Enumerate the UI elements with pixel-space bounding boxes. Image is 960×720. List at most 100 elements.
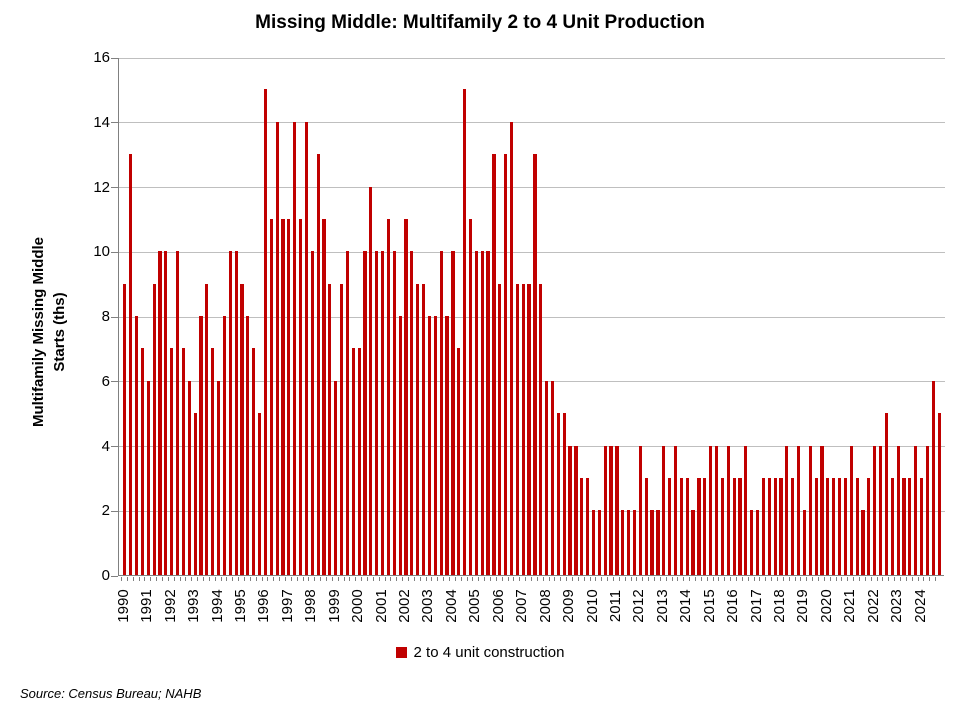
x-tick-mark [876, 577, 878, 581]
bar-2018Q2 [785, 445, 789, 575]
bar-2024Q2 [925, 445, 929, 575]
y-tick-mark-12 [111, 187, 118, 188]
gridline-y-12 [119, 187, 945, 188]
bar-2007Q4 [539, 283, 543, 575]
x-tick-mark [489, 577, 491, 581]
x-tick-mark [923, 577, 925, 581]
bar-2022Q4 [890, 477, 894, 575]
x-tick-mark [472, 577, 474, 581]
bar-2024Q4 [937, 413, 941, 575]
bar-1999Q4 [351, 348, 355, 575]
x-tick-label-2022: 2022 [864, 589, 882, 623]
bar-2010Q2 [597, 510, 601, 575]
bar-2009Q4 [586, 477, 590, 575]
x-tick-label-2002: 2002 [396, 589, 414, 623]
bar-2024Q1 [919, 477, 924, 575]
x-tick-mark [782, 577, 784, 581]
x-tick-mark [220, 577, 222, 581]
x-tick-mark [554, 577, 556, 581]
x-tick-mark [448, 577, 450, 581]
bar-2003Q1 [427, 316, 432, 575]
legend: 2 to 4 unit construction [0, 644, 960, 661]
bar-1994Q1 [216, 380, 221, 575]
bar-2011Q4 [632, 510, 637, 575]
bar-2013Q3 [673, 445, 678, 575]
x-tick-label-2020: 2020 [817, 589, 835, 623]
bar-1997Q3 [299, 218, 303, 575]
x-tick-mark [138, 577, 140, 581]
y-tick-label-14: 14 [93, 113, 110, 131]
bar-2006Q4 [515, 283, 519, 575]
bar-2008Q3 [556, 413, 560, 575]
bar-1992Q4 [187, 380, 191, 575]
bar-1994Q2 [222, 316, 227, 575]
x-tick-label-2021: 2021 [841, 589, 859, 623]
x-tick-label-2004: 2004 [442, 589, 460, 623]
x-tick-mark [583, 577, 585, 581]
bar-2008Q4 [562, 413, 566, 575]
bar-2020Q3 [837, 477, 842, 575]
bar-2020Q2 [832, 477, 836, 575]
bar-2010Q3 [603, 445, 607, 575]
bar-1997Q2 [293, 121, 297, 575]
x-tick-mark [548, 577, 550, 581]
x-tick-mark [501, 577, 503, 581]
x-tick-mark [736, 577, 738, 581]
bar-2016Q1 [732, 477, 736, 575]
bar-1993Q4 [211, 348, 215, 575]
x-tick-mark [706, 577, 708, 581]
x-tick-mark [882, 577, 884, 581]
x-tick-label-2005: 2005 [466, 589, 484, 623]
bar-2009Q2 [574, 445, 578, 575]
x-tick-mark [226, 577, 228, 581]
bar-2001Q1 [381, 251, 385, 575]
x-tick-mark [741, 577, 743, 581]
bar-2014Q4 [703, 477, 707, 575]
bar-1996Q4 [281, 218, 285, 575]
x-tick-mark [191, 577, 193, 581]
gridline-y-10 [119, 251, 945, 253]
x-tick-label-2012: 2012 [630, 589, 648, 623]
bar-2011Q3 [627, 510, 631, 575]
x-tick-label-1990: 1990 [114, 589, 132, 623]
bar-2021Q2 [855, 477, 859, 575]
x-tick-label-2017: 2017 [747, 589, 765, 623]
bar-2005Q3 [486, 251, 490, 575]
bar-1993Q2 [199, 316, 203, 575]
x-tick-label-2010: 2010 [583, 589, 601, 623]
bar-2023Q1 [896, 445, 900, 575]
x-tick-mark [156, 577, 158, 581]
x-tick-mark [935, 577, 937, 581]
x-tick-mark [613, 577, 614, 581]
y-tick-mark-2 [111, 510, 118, 512]
x-tick-mark [636, 577, 638, 581]
x-tick-mark [911, 577, 913, 581]
x-tick-label-2007: 2007 [513, 589, 531, 623]
x-tick-mark [361, 577, 363, 581]
x-tick-mark [917, 577, 919, 581]
x-tick-mark [894, 577, 896, 581]
x-tick-label-1993: 1993 [185, 589, 203, 623]
x-tick-mark [232, 577, 234, 581]
bar-2020Q1 [826, 477, 830, 575]
bar-1990Q2 [129, 154, 133, 575]
y-tick-mark-0 [111, 575, 118, 577]
x-tick-mark [677, 577, 679, 581]
bar-2019Q4 [820, 445, 824, 575]
x-tick-mark [695, 577, 697, 581]
x-tick-mark [302, 577, 304, 581]
x-tick-label-1999: 1999 [325, 589, 343, 623]
x-tick-mark [829, 577, 831, 581]
x-tick-mark [179, 577, 181, 581]
bar-1994Q3 [228, 251, 232, 575]
bar-1999Q3 [345, 251, 350, 575]
bar-2015Q2 [714, 445, 719, 575]
x-tick-label-2006: 2006 [489, 589, 507, 623]
x-tick-mark [577, 577, 579, 581]
bar-2013Q2 [668, 477, 672, 575]
bar-2022Q2 [878, 445, 883, 575]
x-tick-mark [267, 577, 269, 581]
bar-2004Q2 [457, 348, 461, 575]
x-tick-label-1995: 1995 [232, 589, 250, 623]
y-axis-title-line1: Multifamily Missing Middle [30, 237, 47, 428]
